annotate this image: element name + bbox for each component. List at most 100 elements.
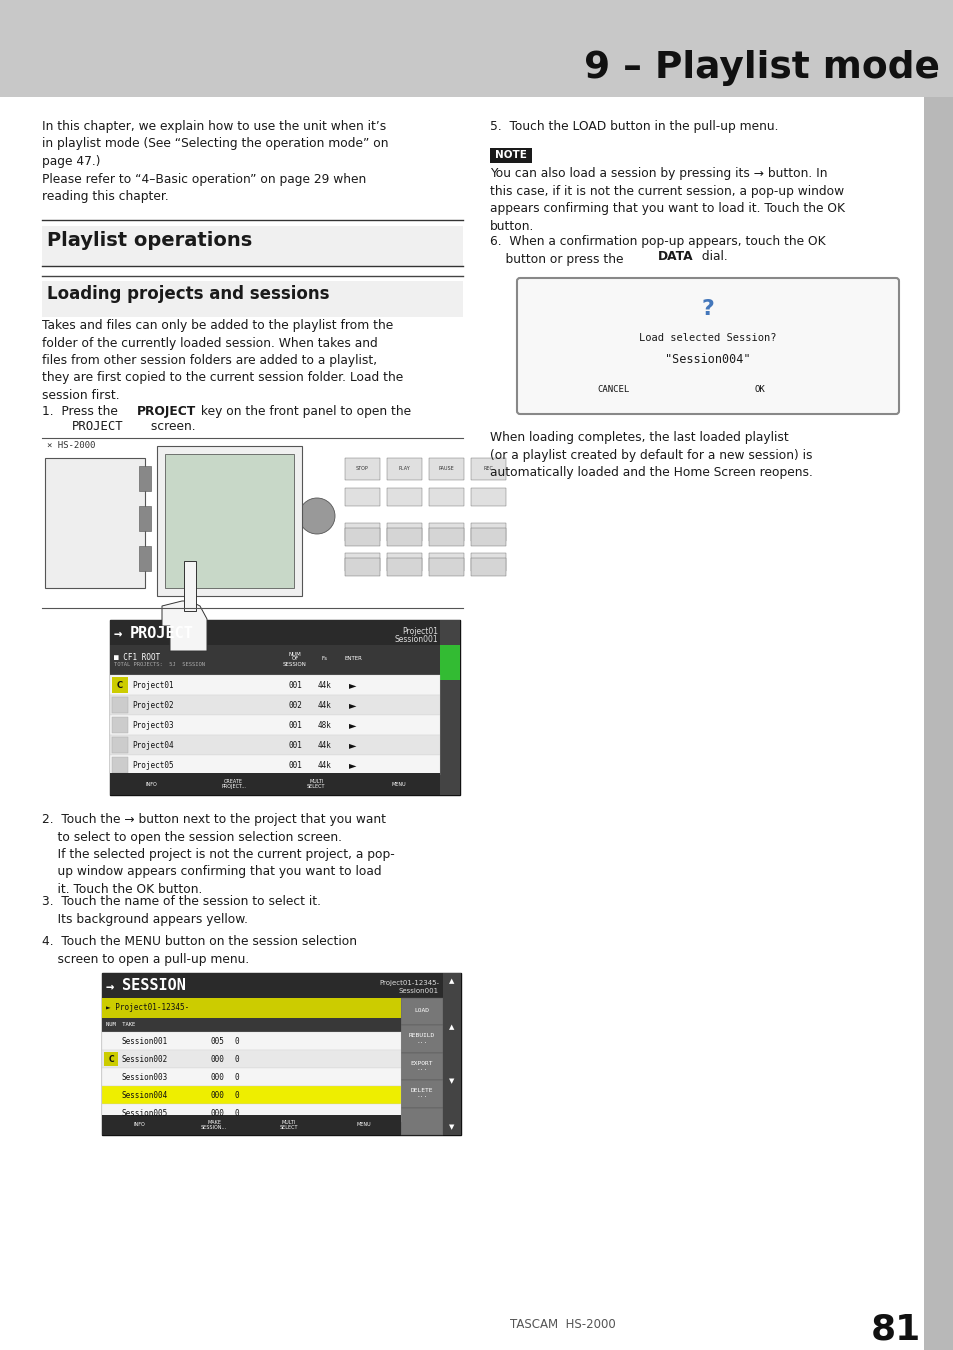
Text: ENTER: ENTER — [344, 656, 361, 662]
Bar — [387, 458, 421, 481]
Text: 1.  Press the: 1. Press the — [42, 405, 122, 418]
Bar — [471, 522, 505, 541]
Bar — [429, 554, 463, 571]
Text: 000: 000 — [210, 1091, 224, 1099]
Text: Project01: Project01 — [132, 680, 173, 690]
Circle shape — [105, 497, 125, 517]
Text: 0: 0 — [234, 1108, 239, 1118]
Text: Project04: Project04 — [132, 741, 173, 749]
Text: TASCAM  HS-2000: TASCAM HS-2000 — [510, 1318, 615, 1331]
Bar — [110, 620, 459, 645]
Text: ▲: ▲ — [449, 977, 455, 984]
Text: NUM  TAKE: NUM TAKE — [106, 1022, 135, 1027]
Bar — [439, 620, 459, 795]
Text: OK: OK — [754, 386, 764, 394]
Text: 002: 002 — [288, 701, 301, 710]
Text: ►: ► — [349, 720, 356, 730]
Bar — [442, 973, 460, 1135]
Bar — [471, 558, 505, 576]
Text: 6.  When a confirmation pop-up appears, touch the OK
    button or press the: 6. When a confirmation pop-up appears, t… — [490, 235, 824, 266]
Bar — [583, 381, 643, 400]
Text: "Session004": "Session004" — [664, 352, 750, 366]
Bar — [102, 973, 460, 998]
Text: Project03: Project03 — [132, 721, 173, 729]
Text: 001: 001 — [288, 760, 301, 770]
Bar — [429, 458, 463, 481]
Text: Playlist operations: Playlist operations — [47, 231, 252, 250]
Text: 001: 001 — [288, 680, 301, 690]
Bar — [102, 1018, 400, 1031]
Bar — [429, 522, 463, 541]
Bar — [139, 545, 151, 571]
Bar — [112, 717, 128, 733]
Bar — [923, 97, 953, 1350]
Bar — [110, 774, 439, 795]
Bar — [400, 1053, 442, 1080]
Text: PROJECT: PROJECT — [137, 405, 196, 418]
Bar — [345, 522, 379, 541]
Bar — [45, 458, 145, 589]
Text: SESSION: SESSION — [122, 979, 186, 994]
Text: Session002: Session002 — [122, 1054, 168, 1064]
Text: Session005: Session005 — [122, 1108, 168, 1118]
Bar — [110, 675, 439, 695]
Bar — [345, 558, 379, 576]
Text: 48k: 48k — [317, 721, 332, 729]
Text: 000: 000 — [210, 1054, 224, 1064]
Bar — [429, 558, 463, 576]
Bar — [102, 1104, 400, 1122]
Bar — [102, 973, 460, 1135]
Text: Project02: Project02 — [132, 701, 173, 710]
Circle shape — [691, 293, 723, 325]
Bar — [471, 554, 505, 571]
Bar — [345, 487, 379, 506]
Text: 44k: 44k — [317, 701, 332, 710]
Text: MAKE
SESSION...: MAKE SESSION... — [201, 1119, 227, 1130]
Text: 9 – Playlist mode: 9 – Playlist mode — [583, 50, 939, 86]
Bar — [102, 1115, 400, 1135]
Bar — [400, 1107, 442, 1135]
Circle shape — [105, 529, 125, 548]
Bar — [471, 528, 505, 545]
Text: screen.: screen. — [147, 420, 195, 433]
Text: →: → — [106, 979, 114, 994]
Text: key on the front panel to open the: key on the front panel to open the — [196, 405, 411, 418]
Bar — [387, 528, 421, 545]
Text: Session004: Session004 — [122, 1091, 168, 1099]
Text: You can also load a session by pressing its → button. In
this case, if it is not: You can also load a session by pressing … — [490, 167, 844, 232]
Bar — [157, 446, 302, 595]
Text: 5.  Touch the LOAD button in the pull-up menu.: 5. Touch the LOAD button in the pull-up … — [490, 120, 778, 134]
Bar — [139, 466, 151, 491]
Bar — [387, 554, 421, 571]
Text: 001: 001 — [288, 741, 301, 749]
Polygon shape — [184, 562, 195, 612]
Text: 4.  Touch the MENU button on the session selection
    screen to open a pull-up : 4. Touch the MENU button on the session … — [42, 936, 356, 965]
Bar — [735, 381, 784, 400]
Bar — [42, 281, 462, 317]
Bar — [110, 695, 439, 716]
Text: ▲: ▲ — [449, 1025, 455, 1030]
Bar — [471, 458, 505, 481]
Text: Session001: Session001 — [394, 634, 437, 644]
Bar — [110, 755, 439, 775]
Text: 2.  Touch the → button next to the project that you want
    to select to open t: 2. Touch the → button next to the projec… — [42, 813, 395, 896]
Text: C: C — [108, 1054, 113, 1064]
Bar — [112, 697, 128, 713]
Text: 44k: 44k — [317, 680, 332, 690]
Bar — [165, 454, 294, 589]
Text: 81: 81 — [870, 1314, 920, 1347]
Bar — [102, 1085, 400, 1104]
Bar — [112, 737, 128, 753]
Text: DATA: DATA — [658, 250, 693, 263]
Bar — [0, 0, 953, 97]
Bar — [112, 757, 128, 774]
Text: 000: 000 — [210, 1108, 224, 1118]
Text: 0: 0 — [234, 1037, 239, 1045]
Text: PROJECT: PROJECT — [71, 420, 124, 433]
Bar — [345, 528, 379, 545]
Text: Fs: Fs — [322, 656, 328, 662]
Text: ►: ► — [349, 701, 356, 710]
Bar — [345, 554, 379, 571]
Text: →: → — [113, 626, 122, 640]
Text: In this chapter, we explain how to use the unit when it’s
in playlist mode (See : In this chapter, we explain how to use t… — [42, 120, 388, 202]
